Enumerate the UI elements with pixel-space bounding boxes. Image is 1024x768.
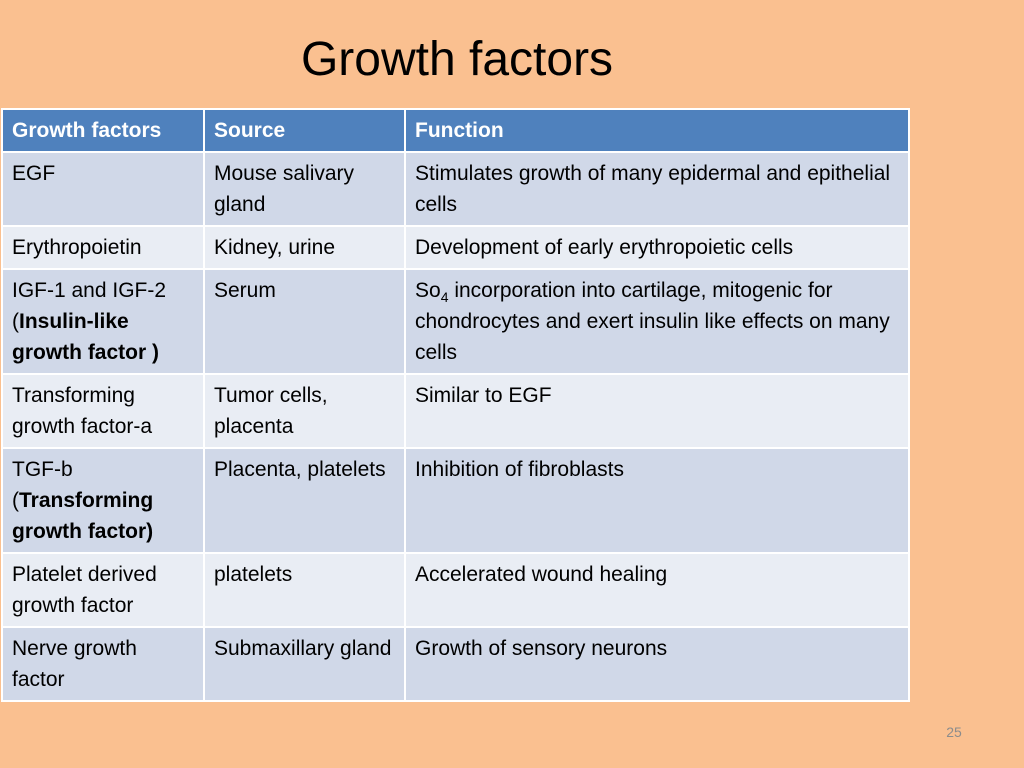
page-number: 25 bbox=[946, 724, 962, 740]
table-row-pdgf: Platelet derived growth factor platelets… bbox=[1, 552, 910, 628]
header-source: Source bbox=[203, 108, 406, 153]
table-row-tgf-a: Transforming growth factor-a Tumor cells… bbox=[1, 373, 910, 449]
cell-source: Placenta, platelets bbox=[203, 447, 406, 554]
cell-factor: Erythropoietin bbox=[1, 225, 205, 270]
cell-function: Development of early erythropoietic cell… bbox=[404, 225, 910, 270]
cell-function-prefix: So bbox=[415, 279, 441, 302]
growth-factors-table: Growth factors Source Function EGF Mouse… bbox=[1, 108, 910, 702]
slide-title: Growth factors bbox=[300, 33, 614, 86]
cell-factor: Platelet derived growth factor bbox=[1, 552, 205, 628]
cell-function: Stimulates growth of many epidermal and … bbox=[404, 151, 910, 227]
cell-source: Mouse salivary gland bbox=[203, 151, 406, 227]
cell-source: platelets bbox=[203, 552, 406, 628]
cell-factor-bold: Insulin-like growth factor ) bbox=[12, 310, 159, 364]
cell-factor: Nerve growth factor bbox=[1, 626, 205, 702]
cell-function: Inhibition of fibroblasts bbox=[404, 447, 910, 554]
cell-function: Growth of sensory neurons bbox=[404, 626, 910, 702]
cell-function: Similar to EGF bbox=[404, 373, 910, 449]
cell-factor: TGF-b (Transforming growth factor) bbox=[1, 447, 205, 554]
table-header-row: Growth factors Source Function bbox=[1, 108, 910, 153]
table-row-erythropoietin: Erythropoietin Kidney, urine Development… bbox=[1, 225, 910, 270]
cell-source: Submaxillary gland bbox=[203, 626, 406, 702]
cell-source: Kidney, urine bbox=[203, 225, 406, 270]
cell-factor-prefix: IGF-1 and IGF-2 ( bbox=[12, 279, 167, 333]
cell-function: Accelerated wound healing bbox=[404, 552, 910, 628]
cell-source: Serum bbox=[203, 268, 406, 375]
cell-factor: EGF bbox=[1, 151, 205, 227]
cell-factor-bold: Transforming growth factor) bbox=[12, 489, 154, 543]
cell-function-rest: incorporation into cartilage, mitogenic … bbox=[415, 279, 890, 364]
cell-factor: IGF-1 and IGF-2 (Insulin-like growth fac… bbox=[1, 268, 205, 375]
cell-factor: Transforming growth factor-a bbox=[1, 373, 205, 449]
header-growth-factors: Growth factors bbox=[1, 108, 205, 153]
cell-source: Tumor cells, placenta bbox=[203, 373, 406, 449]
cell-function-subscript: 4 bbox=[440, 289, 449, 306]
header-function: Function bbox=[404, 108, 910, 153]
cell-function: So4 incorporation into cartilage, mitoge… bbox=[404, 268, 910, 375]
table-row-egf: EGF Mouse salivary gland Stimulates grow… bbox=[1, 151, 910, 227]
table-row-ngf: Nerve growth factor Submaxillary gland G… bbox=[1, 626, 910, 702]
table-row-tgf-b: TGF-b (Transforming growth factor) Place… bbox=[1, 447, 910, 554]
table-row-igf: IGF-1 and IGF-2 (Insulin-like growth fac… bbox=[1, 268, 910, 375]
cell-factor-prefix: TGF-b ( bbox=[12, 458, 73, 512]
